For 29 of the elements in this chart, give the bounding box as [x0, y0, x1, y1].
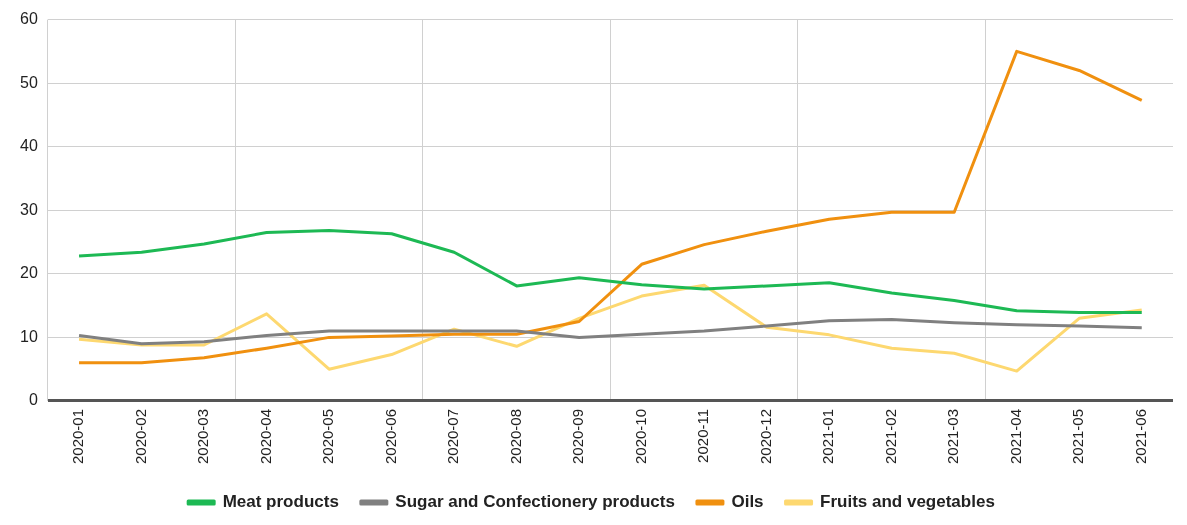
x-tick-label: 2020-04: [256, 408, 274, 465]
y-tick-label: 50: [20, 73, 38, 91]
x-tick-label: 2020-06: [381, 408, 399, 465]
x-tick-label: 2021-01: [819, 408, 837, 465]
x-tick-label: 2021-03: [944, 408, 962, 465]
x-tick-label: 2020-11: [694, 408, 712, 463]
legend-label: Meat products: [222, 492, 339, 512]
legend-label: Fruits and vegetables: [820, 492, 995, 512]
y-tick-label: 10: [20, 327, 38, 345]
x-tick-label: 2021-02: [881, 408, 899, 465]
x-tick-label: 2020-05: [319, 408, 337, 465]
x-tick-label: 2020-12: [756, 408, 774, 465]
y-tick-label: 0: [28, 391, 38, 409]
x-tick-label: 2020-09: [569, 408, 587, 465]
x-tick-label: 2020-10: [631, 408, 649, 465]
x-tick-label: 2021-06: [1131, 408, 1149, 465]
x-tick-label: 2020-08: [506, 408, 524, 465]
legend-label: Sugar and Confectionery products: [395, 492, 675, 512]
y-tick-label: 20: [20, 264, 38, 282]
y-tick-label: 60: [20, 10, 38, 28]
y-tick-label: 30: [20, 200, 38, 218]
x-tick-label: 2020-02: [131, 408, 149, 465]
x-tick-label: 2020-03: [194, 408, 212, 465]
x-tick-label: 2021-04: [1006, 408, 1024, 465]
x-tick-label: 2020-01: [69, 408, 87, 465]
legend-label: Oils: [731, 492, 764, 512]
x-tick-label: 2021-05: [1069, 408, 1087, 465]
y-tick-label: 40: [20, 137, 38, 155]
x-tick-label: 2020-07: [444, 408, 462, 465]
